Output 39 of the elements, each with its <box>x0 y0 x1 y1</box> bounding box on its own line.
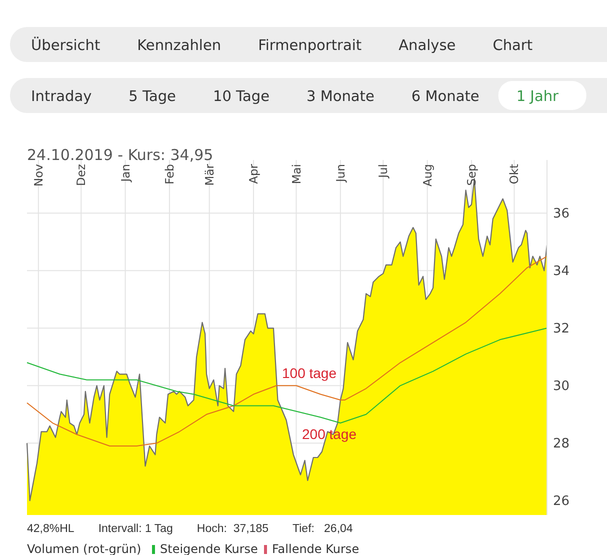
x-tick-label: Apr <box>246 164 261 184</box>
x-tick-label: Dez <box>74 164 88 186</box>
chart-title: 24.10.2019 - Kurs: 34,95 <box>27 146 214 164</box>
line-series <box>26 328 548 424</box>
x-tick-label: Okt <box>507 164 522 184</box>
text: Fallende Kurse <box>272 542 360 555</box>
text: Intervall: 1 Tag <box>98 523 173 535</box>
x-tick-label: Jun <box>333 164 348 183</box>
text: 3 Monate <box>306 89 374 105</box>
text: 42,8%HL <box>27 523 75 535</box>
y-tick-label: 30 <box>553 379 570 394</box>
text: Intraday <box>31 89 92 105</box>
x-tick-label: Nov <box>31 164 46 186</box>
x-tick-label: Mai <box>289 164 304 184</box>
x-tick-label: Mär <box>202 164 216 186</box>
x-tick-label: Jul <box>376 164 390 179</box>
y-tick-label: 36 <box>553 206 570 222</box>
text: Chart <box>492 38 533 54</box>
x-tick-label: Sep <box>464 164 478 186</box>
series-label: 200 tage <box>302 426 357 442</box>
y-tick-label: 34 <box>553 264 570 280</box>
text: Kennzahlen <box>137 38 222 54</box>
line-series <box>26 256 548 447</box>
y-tick-label: 32 <box>553 322 570 337</box>
text: 5 Tage <box>128 89 176 105</box>
text: 6 Monate <box>411 89 480 105</box>
text: Tief: 26,04 <box>292 523 354 535</box>
text: Übersicht <box>31 36 100 54</box>
x-tick-label: Jan <box>118 164 132 183</box>
text: Hoch: 37,185 <box>196 523 269 535</box>
x-tick-label: Feb <box>162 164 176 184</box>
y-tick-label: 26 <box>553 494 570 510</box>
text: Analyse <box>398 38 456 54</box>
x-tick-label: Aug <box>420 164 434 186</box>
text: 1 Jahr <box>516 89 559 105</box>
text: 10 Tage <box>212 89 270 105</box>
y-tick-label: 28 <box>553 436 570 452</box>
text: Firmenportrait <box>258 38 362 54</box>
series-label: 100 tage <box>282 365 337 381</box>
